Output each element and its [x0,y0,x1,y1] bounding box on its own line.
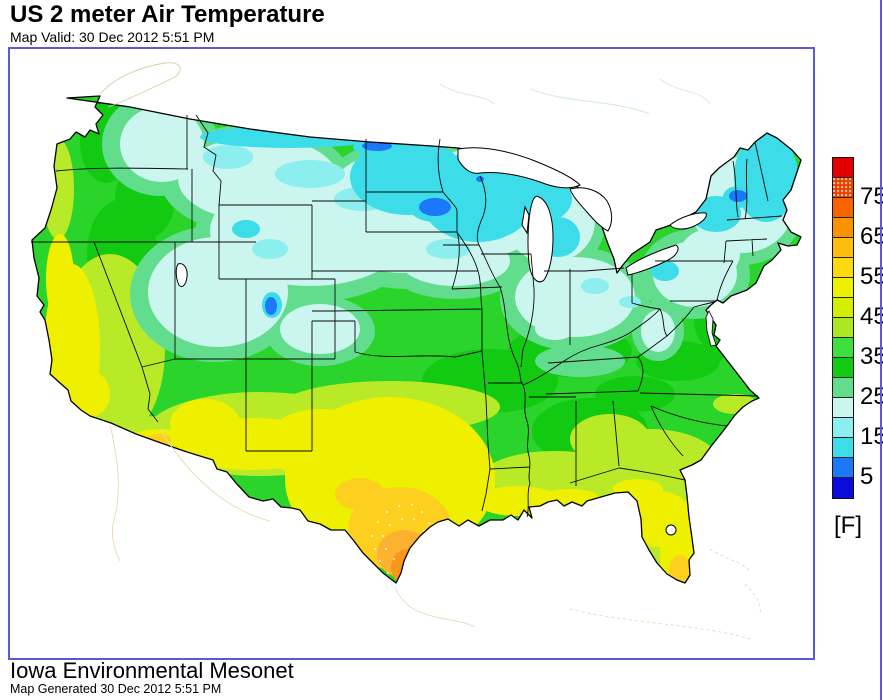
colorbar-tick-label: 15 [860,423,883,450]
colorbar-segment [833,378,853,398]
right-edge-border-line [880,0,882,700]
lakes [175,147,717,536]
colorbar-segment [833,178,853,198]
map-valid-timestamp: Map Valid: 30 Dec 2012 5:51 PM [10,29,215,45]
colorbar-segment [833,298,853,318]
colorbar-segment [833,398,853,418]
colorbar-segment [833,258,853,278]
colorbar-swatches [832,157,854,499]
colorbar-tick-label: 25 [860,383,883,410]
us-temperature-map [31,62,802,640]
colorbar-segment [833,158,853,178]
colorbar-tick-label: 5 [860,463,874,490]
colorbar-segment [833,318,853,338]
map-panel [8,47,815,660]
colorbar-tick-label: 35 [860,343,883,370]
colorbar-tick-label: 65 [860,223,883,250]
state-borders [31,114,783,518]
colorbar-ticks: 75 65 55 45 35 25 15 5 [860,157,883,499]
colorbar-tick-label: 55 [860,263,883,290]
colorbar-segment [833,278,853,298]
colorbar-segment [833,218,853,238]
colorbar-segment [833,238,853,258]
colorbar-segment [833,418,853,438]
source-attribution: Iowa Environmental Mesonet [10,658,294,683]
colorbar-segment [833,478,853,498]
temperature-fill-layers [32,96,801,583]
colorbar-tick-label: 75 [860,183,883,210]
temperature-colorbar: 75 65 55 45 35 25 15 5 [F] [832,157,883,557]
colorbar-segment [833,458,853,478]
us-outline [31,95,802,584]
generated-timestamp: Map Generated 30 Dec 2012 5:51 PM [10,682,222,696]
colorbar-unit-label: [F] [834,512,862,539]
colorbar-segment [833,438,853,458]
colorbar-segment [833,358,853,378]
colorbar-segment [833,198,853,218]
colorbar-segment [833,338,853,358]
page-title: US 2 meter Air Temperature [10,1,325,28]
neighbor-outlines [99,62,761,640]
colorbar-tick-label: 45 [860,303,883,330]
